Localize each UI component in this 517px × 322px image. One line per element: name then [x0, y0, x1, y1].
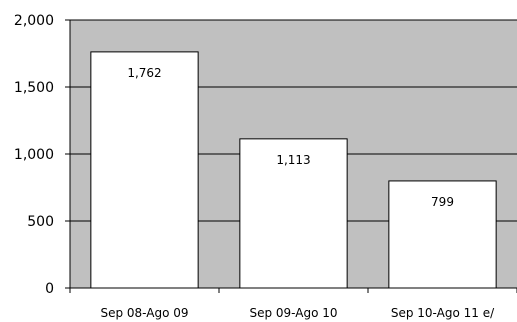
y-axis-ticks: 0 500 1,000 1,500 2,000	[14, 13, 70, 297]
y-tick-label: 500	[27, 214, 54, 230]
x-tick-label: Sep 08-Ago 09	[100, 306, 188, 320]
x-tick-label: Sep 10-Ago 11 e/	[391, 306, 495, 320]
bars: 1,762 1,113 799	[90, 51, 497, 289]
bar	[90, 51, 199, 289]
y-tick-label: 1,500	[14, 80, 54, 96]
y-tick-label: 1,000	[14, 147, 54, 163]
y-tick-label: 2,000	[14, 13, 54, 29]
data-label: 1,762	[127, 66, 161, 80]
data-label: 799	[431, 195, 454, 209]
data-label: 1,113	[276, 153, 310, 167]
x-axis-ticks: Sep 08-Ago 09 Sep 09-Ago 10 Sep 10-Ago 11 …	[100, 288, 517, 320]
bar	[388, 180, 497, 289]
bar	[239, 138, 348, 289]
x-tick-label: Sep 09-Ago 10	[249, 306, 337, 320]
y-tick-label: 0	[45, 281, 54, 297]
